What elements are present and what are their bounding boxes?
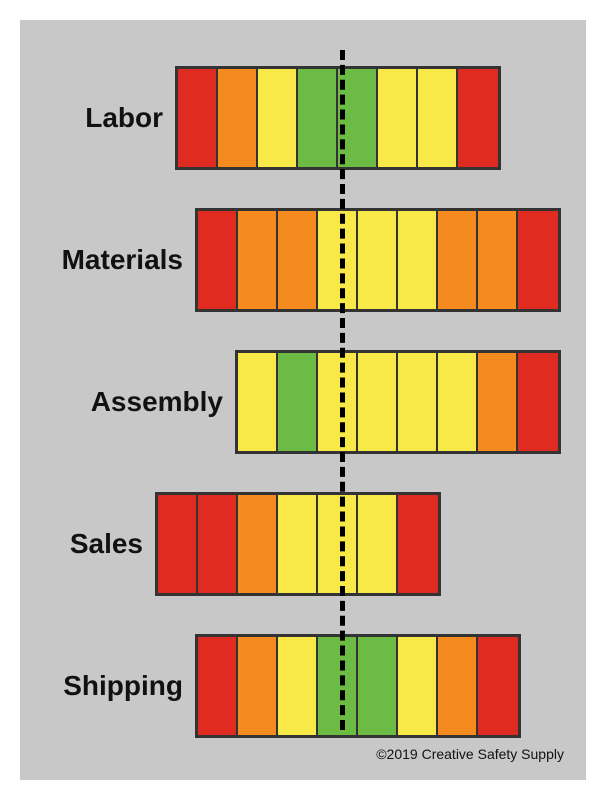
segment [358,637,398,735]
segment [438,211,478,309]
segment [258,69,298,167]
segment [398,211,438,309]
segment [518,353,558,451]
row-label: Assembly [20,342,231,462]
segment [278,211,318,309]
segment [358,353,398,451]
segment [318,495,358,593]
status-bar [155,492,441,596]
segment [218,69,258,167]
segment [238,353,278,451]
segment [318,211,358,309]
status-bar [195,634,521,738]
segment [318,637,358,735]
segment [398,353,438,451]
segment [238,637,278,735]
center-reference-line [340,50,345,730]
row-assembly: Assembly [20,342,586,462]
row-label: Labor [20,58,171,178]
segment [298,69,338,167]
segment [478,353,518,451]
segment [198,495,238,593]
segment [358,211,398,309]
segment [278,495,318,593]
segment [438,637,478,735]
segment [278,637,318,735]
segment [478,637,518,735]
segment [398,495,438,593]
segment [378,69,418,167]
segment [238,211,278,309]
segment [478,211,518,309]
segment [458,69,498,167]
segment [358,495,398,593]
row-shipping: Shipping [20,626,586,746]
segment [178,69,218,167]
segment [438,353,478,451]
chart-canvas: Labor Materials Assembly Sales Shipping ©201… [20,20,586,780]
segment [198,211,238,309]
row-sales: Sales [20,484,586,604]
segment [238,495,278,593]
segment [278,353,318,451]
segment [418,69,458,167]
segment [398,637,438,735]
segment [198,637,238,735]
segment [158,495,198,593]
row-label: Sales [20,484,151,604]
status-bar [175,66,501,170]
row-label: Shipping [20,626,191,746]
segment [318,353,358,451]
status-bar [195,208,561,312]
segment [518,211,558,309]
status-bar [235,350,561,454]
row-labor: Labor [20,58,586,178]
row-materials: Materials [20,200,586,320]
credit-text: ©2019 Creative Safety Supply [376,746,564,762]
row-label: Materials [20,200,191,320]
